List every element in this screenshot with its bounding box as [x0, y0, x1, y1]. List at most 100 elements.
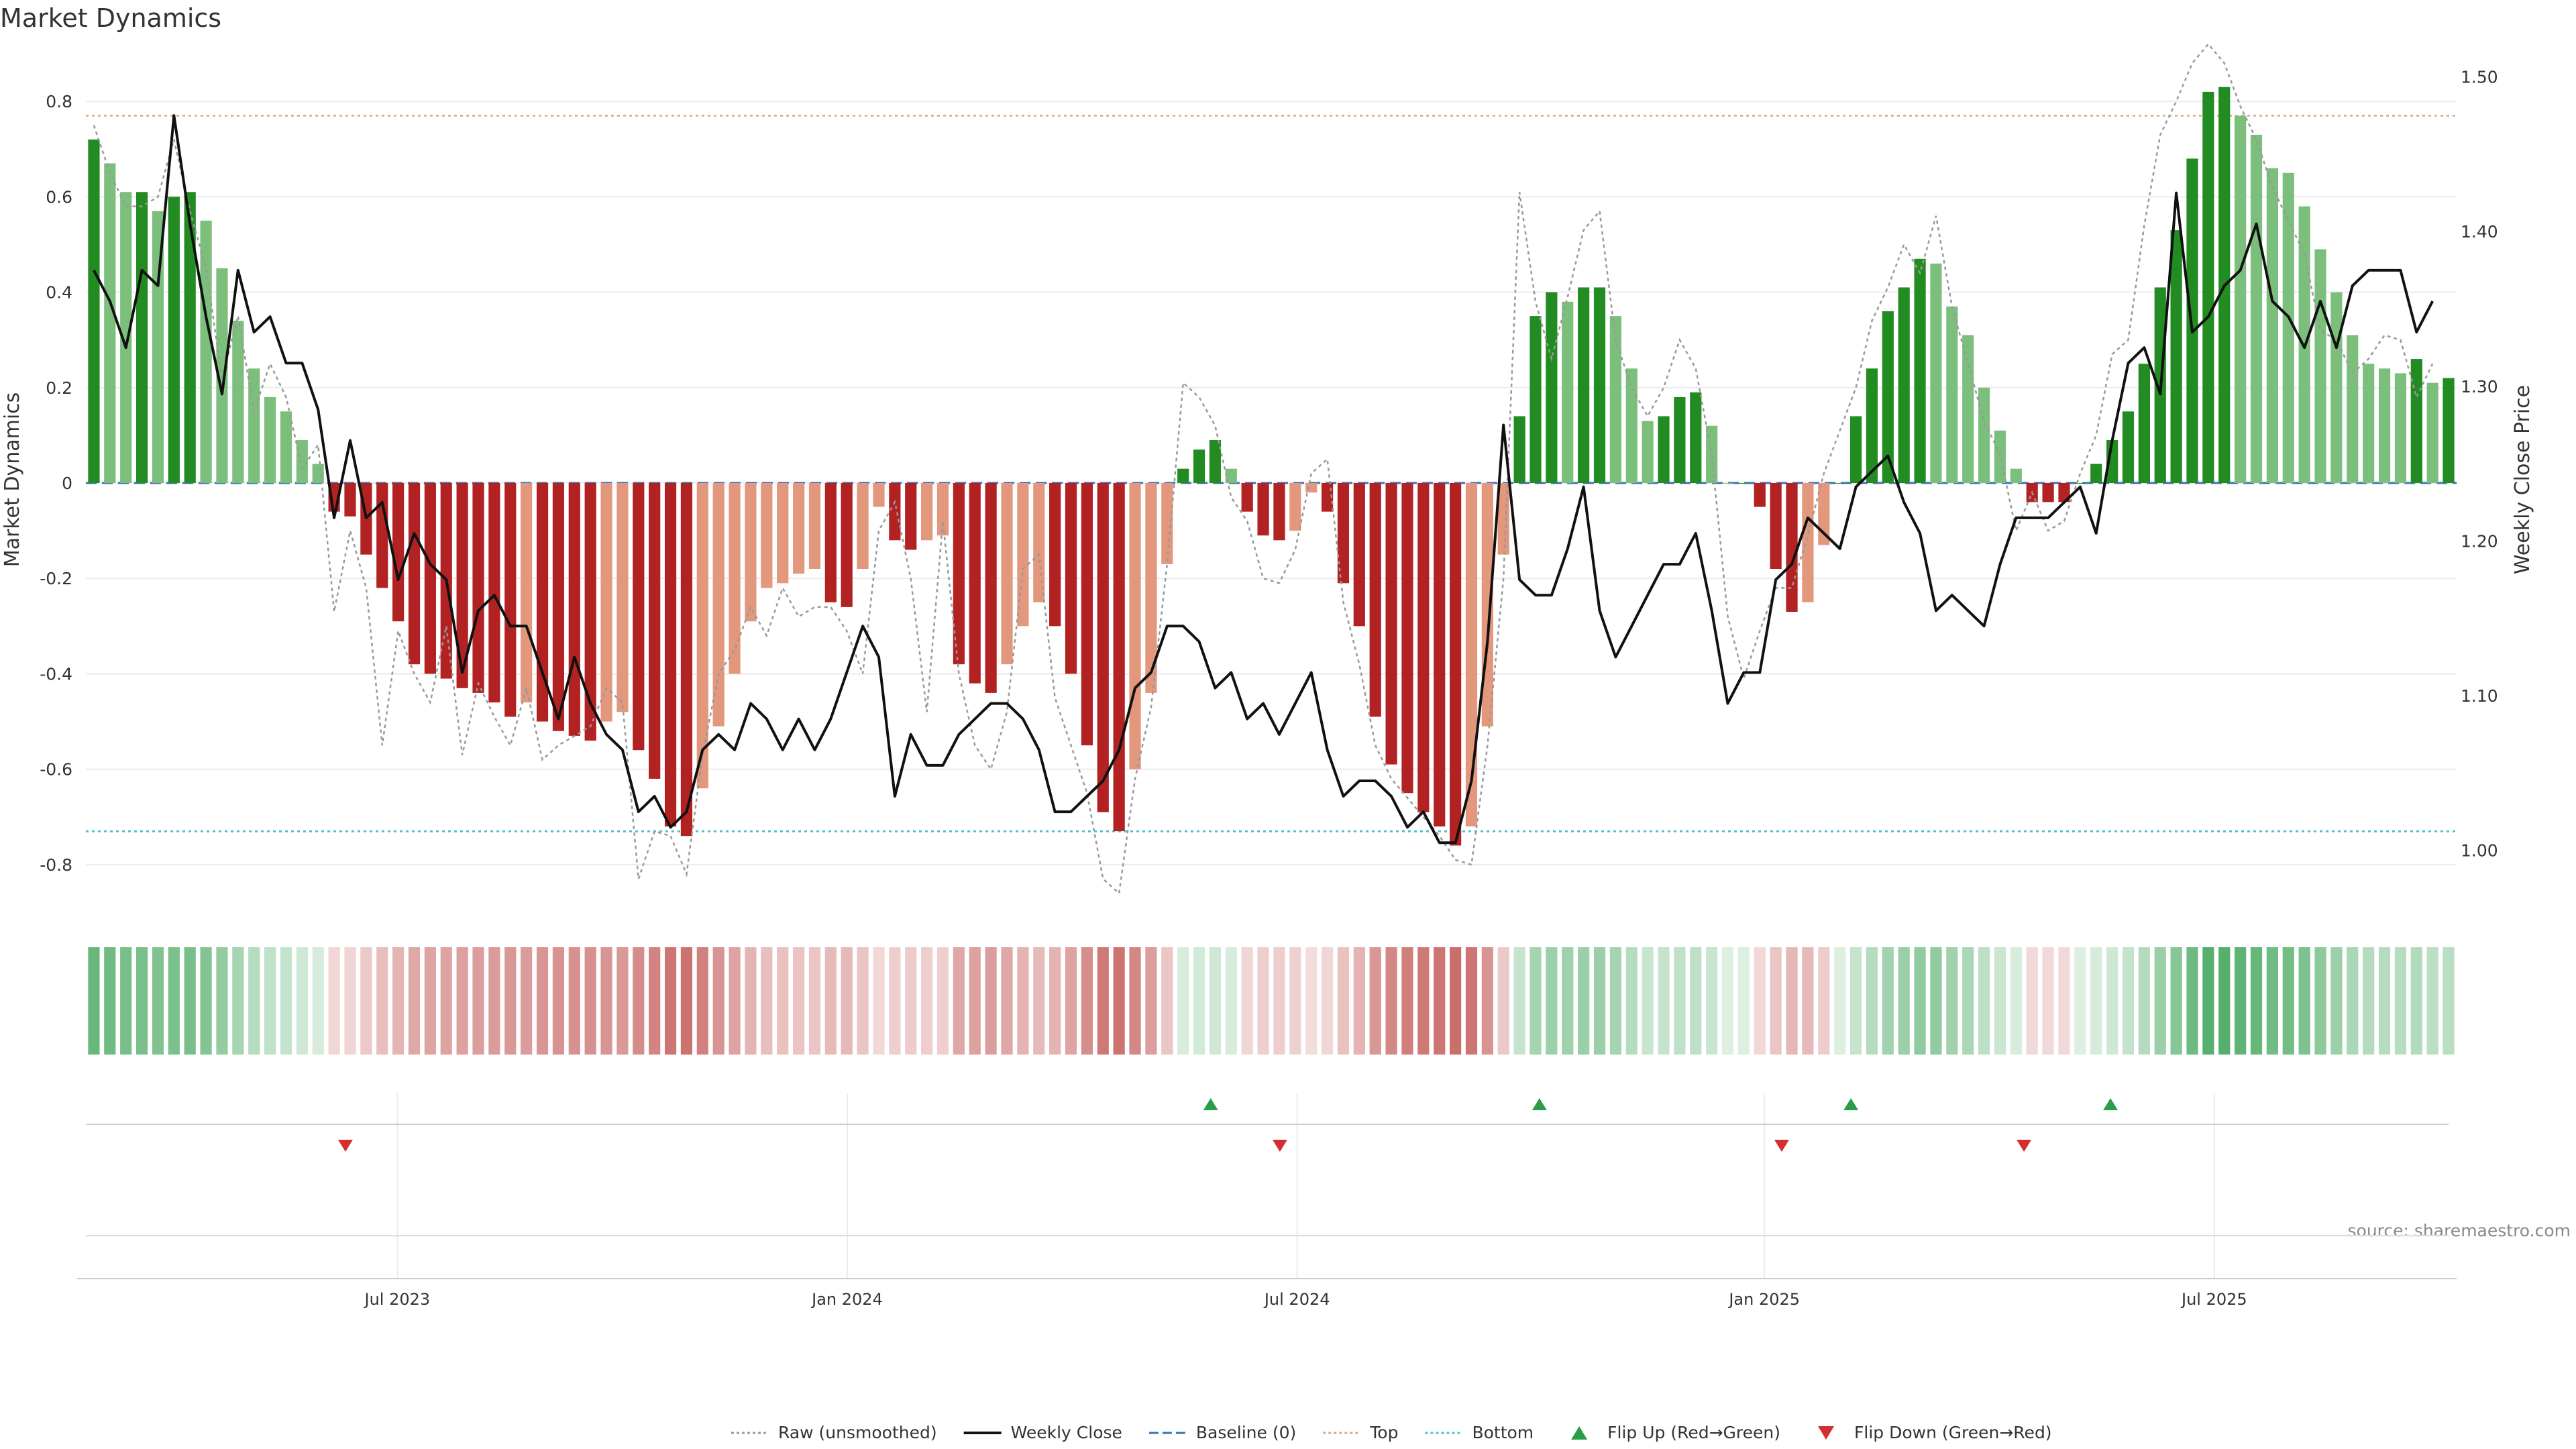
- heatmap-cell: [264, 947, 276, 1055]
- histogram-bar: [761, 483, 773, 588]
- y-tick-label: -0.8: [40, 855, 72, 875]
- heatmap-cell: [1369, 947, 1381, 1055]
- heatmap-cell: [2106, 947, 2118, 1055]
- heatmap-cell: [408, 947, 421, 1055]
- heatmap-cell: [2122, 947, 2135, 1055]
- heatmap-cell: [2154, 947, 2166, 1055]
- heatmap-cell: [2090, 947, 2102, 1055]
- histogram-bar: [456, 483, 468, 688]
- histogram-bar: [2282, 172, 2294, 483]
- heatmap-cell: [568, 947, 580, 1055]
- heatmap-cell: [1658, 947, 1670, 1055]
- heatmap-cell: [1674, 947, 1686, 1055]
- histogram-bar: [552, 483, 565, 731]
- heatmap-cell: [280, 947, 292, 1055]
- histogram-bar: [2170, 230, 2182, 483]
- histogram-bar: [969, 483, 981, 684]
- histogram-bar: [152, 211, 164, 483]
- heatmap-cell: [1097, 947, 1109, 1055]
- histogram-bar: [1065, 483, 1077, 674]
- heatmap-cell: [1706, 947, 1718, 1055]
- histogram-bar: [2235, 115, 2247, 483]
- heatmap-cell: [2443, 947, 2455, 1055]
- histogram-bar: [889, 483, 901, 541]
- histogram-bar: [200, 220, 212, 483]
- x-tick-label: Jan 2025: [1727, 1290, 1800, 1309]
- histogram-bar: [2202, 91, 2214, 483]
- heatmap-cell: [857, 947, 869, 1055]
- heatmap-strip: [88, 947, 2455, 1055]
- histogram-bar: [1417, 483, 1430, 812]
- y-tick-label: 0: [62, 474, 72, 493]
- legend: Raw (unsmoothed) Weekly Close Baseline (0)…: [731, 1423, 2052, 1442]
- heatmap-cell: [1193, 947, 1205, 1055]
- heatmap-cell: [184, 947, 196, 1055]
- histogram-bar: [2122, 411, 2135, 483]
- heatmap-cell: [2138, 947, 2150, 1055]
- heatmap-cell: [792, 947, 805, 1055]
- heatmap-cell: [136, 947, 148, 1055]
- x-tick-label: Jul 2025: [2180, 1290, 2247, 1309]
- heatmap-cell: [1529, 947, 1542, 1055]
- heatmap-cell: [1305, 947, 1318, 1055]
- histogram-bar: [2378, 368, 2391, 483]
- grid: [86, 101, 2457, 1278]
- raw-unsmoothed-line: [93, 42, 2434, 896]
- histogram-bar: [600, 483, 612, 722]
- heatmap-cell: [2363, 947, 2375, 1055]
- histogram-bar: [408, 483, 421, 665]
- histogram-bar: [1450, 483, 1462, 846]
- histogram-bar: [2250, 134, 2263, 483]
- histogram-bar: [136, 192, 148, 483]
- histogram-bar: [1914, 258, 1926, 483]
- heatmap-cell: [2410, 947, 2422, 1055]
- heatmap-cell: [2347, 947, 2359, 1055]
- flip-up-marker: [2103, 1098, 2118, 1110]
- histogram-bar: [953, 483, 965, 665]
- heatmap-cell: [1513, 947, 1525, 1055]
- heatmap-cell: [1465, 947, 1478, 1055]
- y2-tick-label: 1.40: [2461, 222, 2498, 241]
- histogram-bar: [2410, 359, 2422, 483]
- y-tick-label: -0.2: [40, 569, 72, 588]
- histogram-bar: [344, 483, 356, 517]
- heatmap-cell: [985, 947, 997, 1055]
- histogram-bar: [1465, 483, 1478, 826]
- histogram-bar: [1033, 483, 1045, 602]
- histogram-bar: [921, 483, 933, 541]
- heatmap-cell: [1849, 947, 1862, 1055]
- y2-axis-ticks: 1.00 1.10 1.20 1.30 1.40 1.50: [2461, 68, 2498, 861]
- legend-label: Bottom: [1472, 1423, 1534, 1442]
- histogram-bar: [568, 483, 580, 736]
- heatmap-cell: [1562, 947, 1574, 1055]
- histogram-bar: [1978, 387, 1990, 483]
- histogram-bar: [2090, 464, 2102, 483]
- legend-label: Baseline (0): [1196, 1423, 1296, 1442]
- heatmap-cell: [360, 947, 372, 1055]
- y-axis-title: Market Dynamics: [1, 392, 24, 568]
- histogram-bar: [745, 483, 757, 622]
- histogram-bar: [488, 483, 500, 703]
- x-axis: Jul 2023 Jan 2024 Jul 2024 Jan 2025 Jul 2025: [77, 1278, 2457, 1309]
- histogram-bar: [2010, 468, 2022, 483]
- heatmap-cell: [2186, 947, 2198, 1055]
- histogram-bar: [2138, 364, 2150, 483]
- heatmap-cell: [1337, 947, 1350, 1055]
- histogram-bar: [1001, 483, 1013, 665]
- x-tick-label: Jul 2023: [363, 1290, 430, 1309]
- histogram-bar: [1658, 416, 1670, 483]
- histogram-bar: [1129, 483, 1141, 769]
- histogram-bar: [1193, 449, 1205, 483]
- heatmap-cell: [889, 947, 901, 1055]
- y-tick-label: 0.2: [46, 378, 72, 398]
- heatmap-cell: [2266, 947, 2278, 1055]
- histogram-bar: [1802, 483, 1814, 602]
- histogram-bar: [1145, 483, 1157, 693]
- histogram-bar: [1898, 287, 1910, 483]
- histogram-bar: [312, 464, 324, 483]
- heatmap-cell: [488, 947, 500, 1055]
- histogram-bar: [2330, 292, 2343, 483]
- histogram-bar: [392, 483, 405, 622]
- heatmap-cell: [1770, 947, 1782, 1055]
- heatmap-cell: [745, 947, 757, 1055]
